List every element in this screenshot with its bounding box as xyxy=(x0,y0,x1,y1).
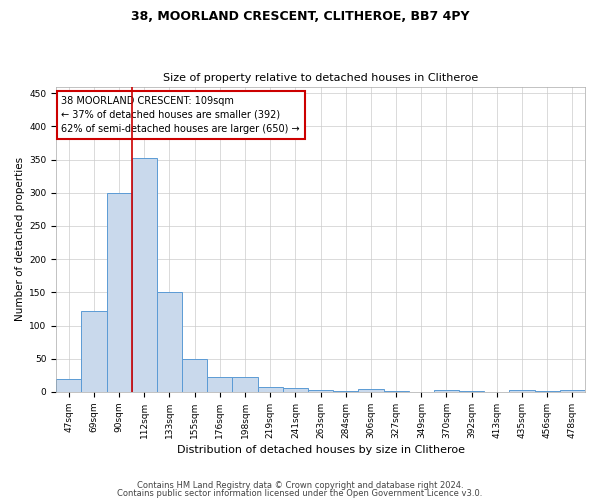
Bar xyxy=(131,158,157,392)
Y-axis label: Number of detached properties: Number of detached properties xyxy=(15,157,25,322)
Bar xyxy=(257,386,283,392)
Text: Contains public sector information licensed under the Open Government Licence v3: Contains public sector information licen… xyxy=(118,488,482,498)
Bar xyxy=(333,390,358,392)
Bar xyxy=(207,378,232,392)
Bar xyxy=(434,390,459,392)
Bar xyxy=(182,359,207,392)
Bar xyxy=(157,292,182,392)
Bar xyxy=(232,378,257,392)
Bar xyxy=(107,194,131,392)
Bar xyxy=(560,390,585,392)
Bar xyxy=(56,378,82,392)
Bar xyxy=(82,311,107,392)
Bar xyxy=(358,388,383,392)
Text: 38 MOORLAND CRESCENT: 109sqm
← 37% of detached houses are smaller (392)
62% of s: 38 MOORLAND CRESCENT: 109sqm ← 37% of de… xyxy=(61,96,300,134)
Bar xyxy=(308,390,333,392)
Bar xyxy=(509,390,535,392)
Bar xyxy=(283,388,308,392)
Text: Contains HM Land Registry data © Crown copyright and database right 2024.: Contains HM Land Registry data © Crown c… xyxy=(137,481,463,490)
Title: Size of property relative to detached houses in Clitheroe: Size of property relative to detached ho… xyxy=(163,73,478,83)
Text: 38, MOORLAND CRESCENT, CLITHEROE, BB7 4PY: 38, MOORLAND CRESCENT, CLITHEROE, BB7 4P… xyxy=(131,10,469,23)
X-axis label: Distribution of detached houses by size in Clitheroe: Distribution of detached houses by size … xyxy=(176,445,464,455)
